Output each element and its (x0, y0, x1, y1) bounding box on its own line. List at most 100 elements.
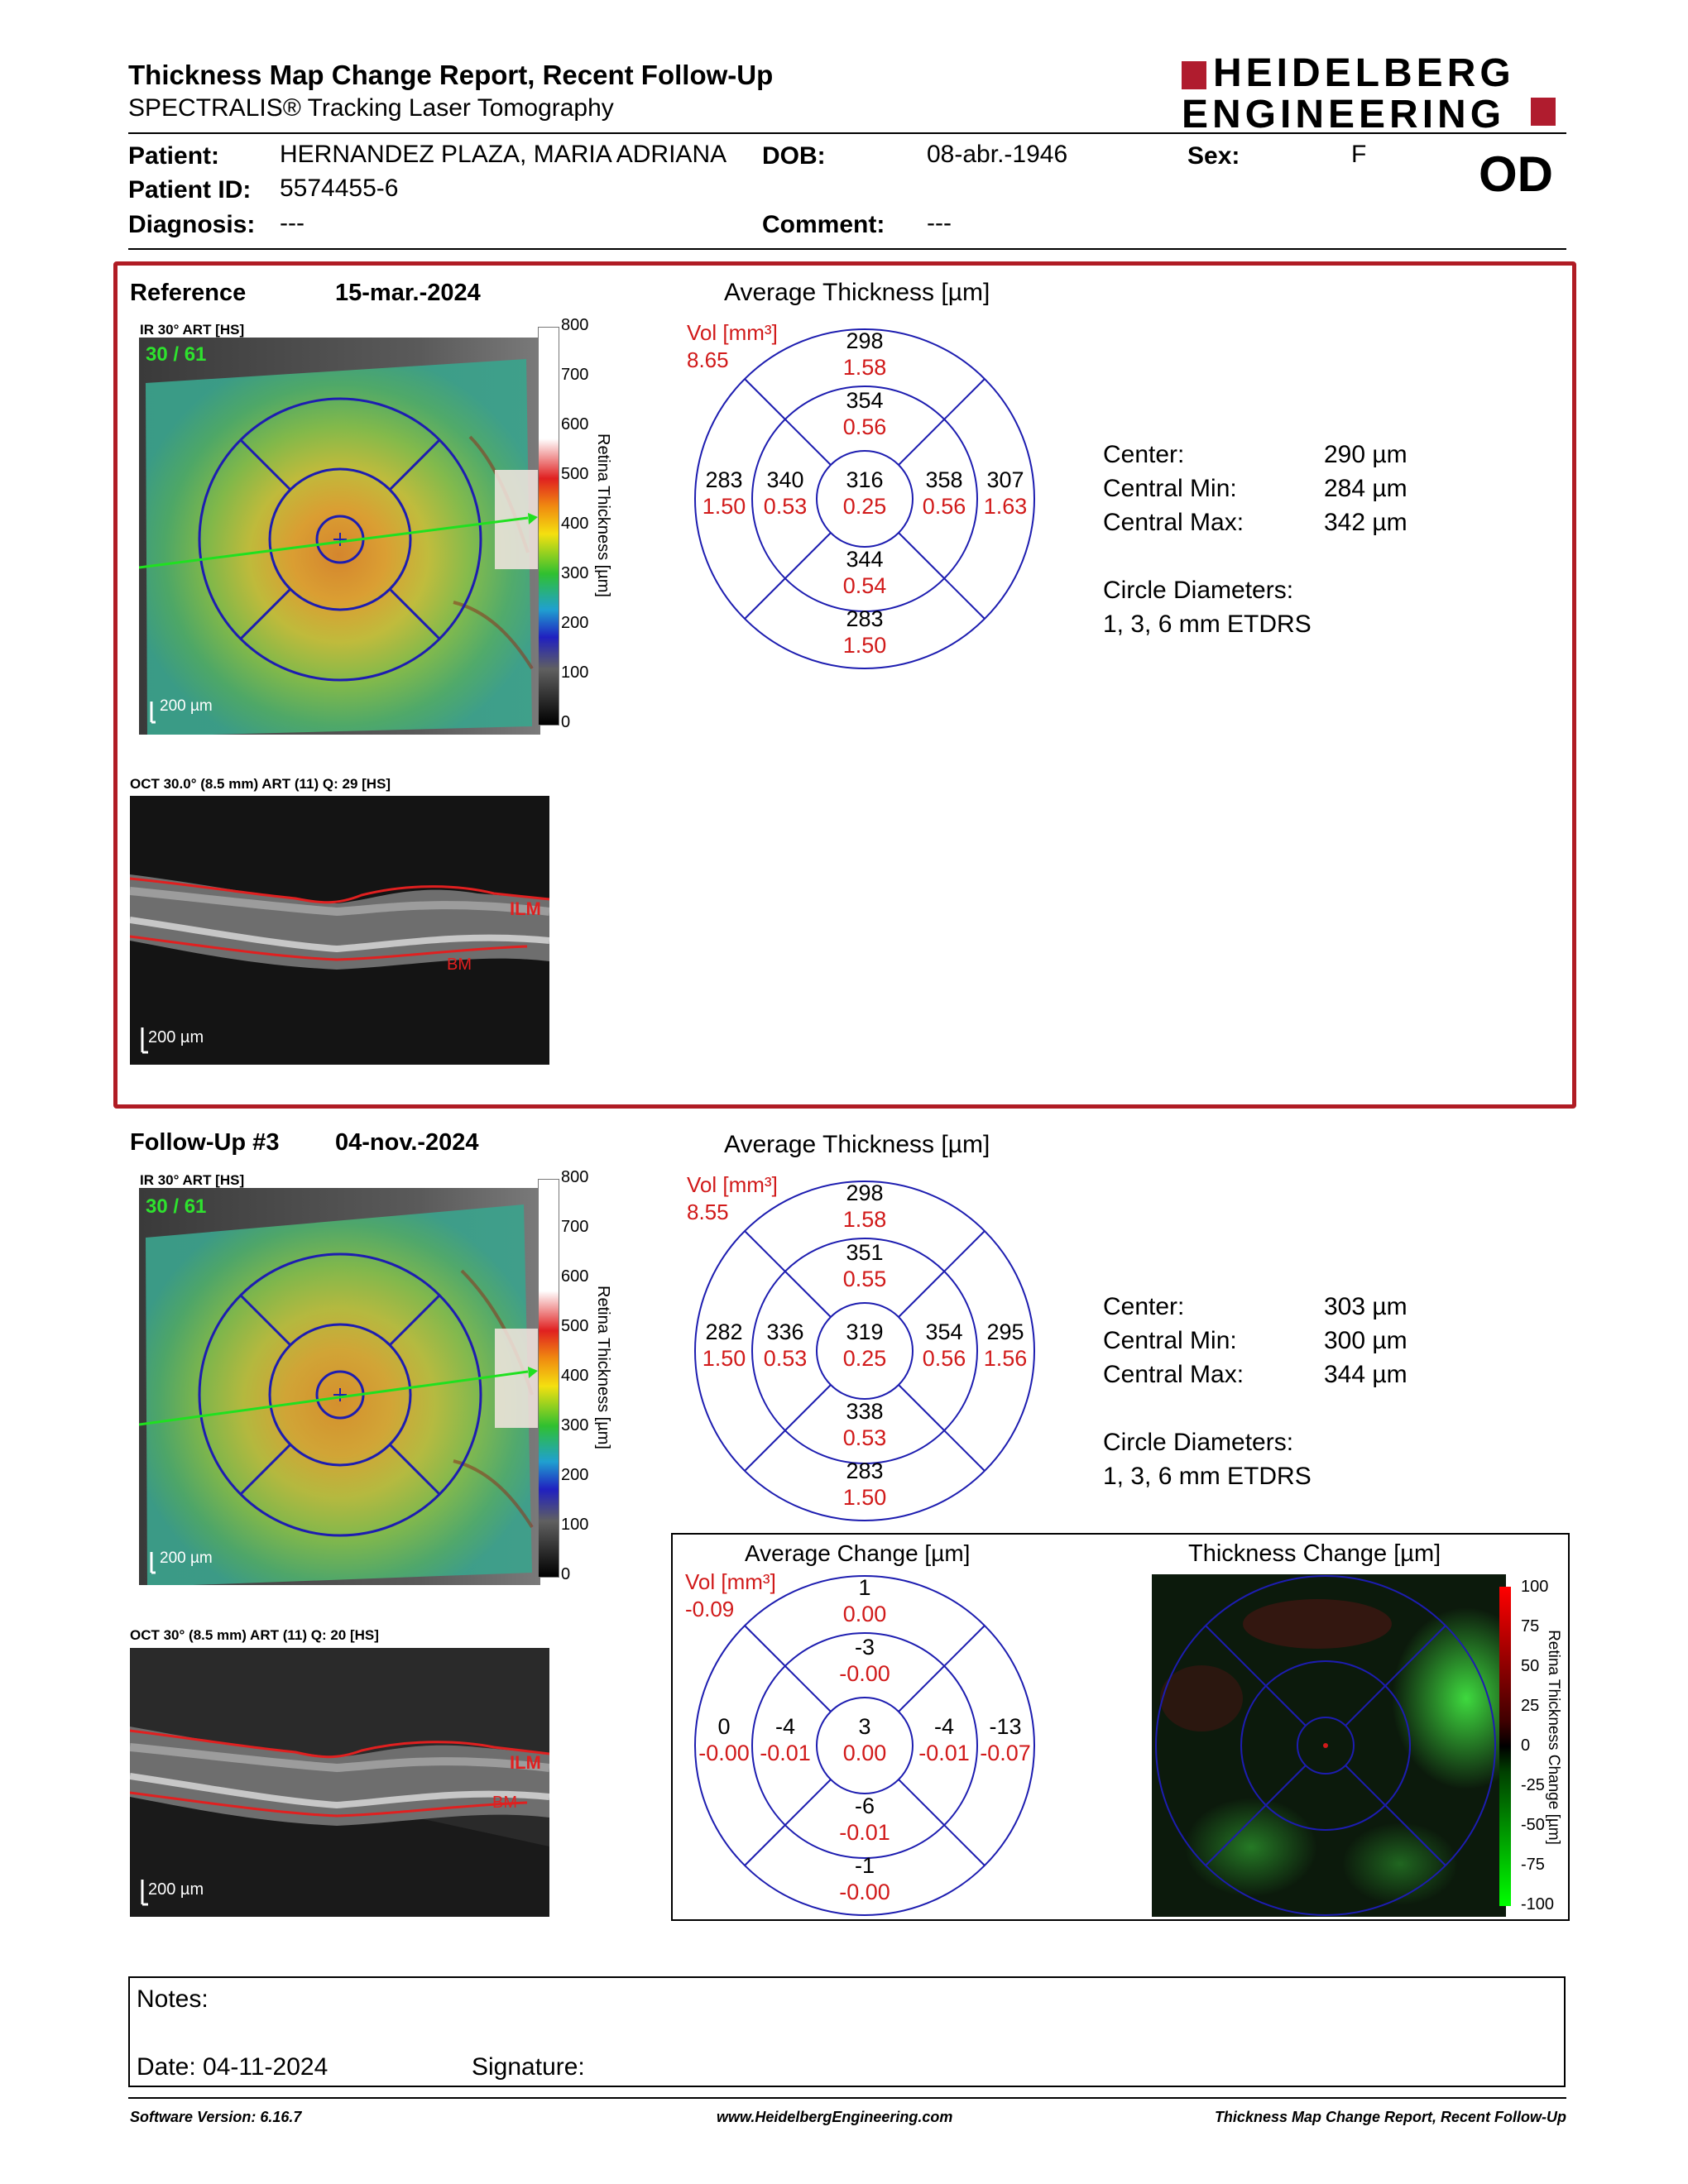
reference-outer-temporal-volume: 1.63 (984, 494, 1028, 519)
patient-id-value: 5574455-6 (280, 175, 399, 202)
diagnosis-label: Diagnosis: (128, 211, 256, 238)
change-inner-temporal-thickness: -4 (934, 1714, 954, 1739)
followup-ir-caption: IR 30° ART [HS] (140, 1172, 245, 1188)
followup-cb-tick: 600 (561, 1267, 589, 1286)
reference-inner-nasal-thickness: 340 (766, 467, 803, 492)
logo-text-bottom: ENGINEERING (1182, 93, 1506, 136)
followup-ir-scale: 200 µm (160, 1549, 213, 1567)
change-inner-sup-volume: -0.00 (839, 1661, 890, 1686)
logo-square-top (1182, 61, 1206, 89)
footer-rule (128, 2097, 1566, 2099)
followup-date: 04-nov.-2024 (335, 1129, 479, 1156)
change-cb-tick: -75 (1521, 1856, 1545, 1874)
followup-vol-label: Vol [mm³] (687, 1172, 778, 1197)
reference-center-label: Center: (1103, 441, 1185, 468)
change-inner-inf-thickness: -6 (855, 1794, 875, 1818)
reference-colorbar (538, 327, 559, 726)
followup-etdrs-grid: 298 1.58 351 0.55 319 0.25 336 0.53 354 … (694, 1181, 1035, 1521)
reference-cb-tick: 600 (561, 415, 589, 433)
change-inner-sup-thickness: -3 (855, 1635, 875, 1660)
followup-ilm-label: ILM (510, 1752, 541, 1773)
reference-min-value: 284 µm (1324, 475, 1407, 502)
change-outer-sup-thickness: 1 (858, 1575, 870, 1600)
followup-outer-sup-thickness: 298 (846, 1181, 883, 1205)
reference-outer-sup-volume: 1.58 (843, 355, 887, 380)
reference-cb-tick: 400 (561, 515, 589, 533)
reference-date: 15-mar.-2024 (335, 280, 481, 306)
change-outer-inf-thickness: -1 (855, 1853, 875, 1878)
footer-website[interactable]: www.HeidelbergEngineering.com (717, 2109, 953, 2125)
reference-max-label: Central Max: (1103, 509, 1244, 536)
reference-outer-inf-thickness: 283 (846, 606, 883, 631)
change-center-volume: 0.00 (843, 1741, 887, 1765)
followup-cb-tick: 700 (561, 1218, 589, 1236)
change-cb-tick: -50 (1521, 1816, 1545, 1834)
reference-circle-value: 1, 3, 6 mm ETDRS (1103, 611, 1312, 638)
followup-label: Follow-Up #3 (130, 1129, 280, 1156)
reference-center-volume: 0.25 (843, 494, 887, 519)
followup-inner-nasal-volume: 0.53 (764, 1346, 808, 1371)
followup-bm-label: BM (492, 1794, 517, 1812)
reference-cb-tick: 200 (561, 614, 589, 632)
reference-outer-nasal-volume: 1.50 (703, 494, 746, 519)
followup-outer-sup-volume: 1.58 (843, 1207, 887, 1232)
patient-rule (128, 248, 1566, 250)
reference-vol-value: 8.65 (687, 347, 729, 372)
followup-outer-temporal-thickness: 295 (986, 1320, 1024, 1344)
reference-oct-caption: OCT 30.0° (8.5 mm) ART (11) Q: 29 [HS] (130, 776, 391, 792)
change-colorbar (1499, 1587, 1511, 1906)
reference-outer-inf-volume: 1.50 (843, 633, 887, 658)
change-outer-inf-volume: -0.00 (839, 1880, 890, 1904)
reference-inner-temporal-volume: 0.56 (923, 494, 966, 519)
reference-center-value: 290 µm (1324, 441, 1407, 468)
reference-cb-tick: 100 (561, 663, 589, 682)
logo-text-top: HEIDELBERG (1213, 51, 1515, 95)
followup-inner-inf-thickness: 338 (846, 1399, 883, 1424)
notes-box[interactable] (128, 1976, 1566, 2087)
change-outer-nasal-thickness: 0 (717, 1714, 730, 1739)
followup-colorbar-ticks: 800 700 600 500 400 300 200 100 0 (561, 1169, 594, 1591)
followup-ir-counter: 30 / 61 (146, 1195, 207, 1218)
reference-ir-caption: IR 30° ART [HS] (140, 322, 245, 338)
sex-label: Sex: (1187, 142, 1240, 170)
thickness-change-map (1152, 1574, 1506, 1917)
change-cb-tick: 0 (1521, 1736, 1531, 1755)
footer-software-version: Software Version: 6.16.7 (130, 2109, 302, 2125)
patient-name: HERNANDEZ PLAZA, MARIA ADRIANA (280, 141, 727, 168)
followup-cb-tick: 100 (561, 1516, 589, 1534)
reference-etdrs-grid: 298 1.58 354 0.56 316 0.25 340 0.53 358 … (694, 328, 1035, 669)
reference-frame (113, 261, 1576, 1109)
heidelberg-logo: HEIDELBERG ENGINEERING (1182, 51, 1562, 136)
notes-date: Date: 04-11-2024 (137, 2053, 328, 2081)
comment-value: --- (927, 209, 952, 237)
followup-oct-caption: OCT 30° (8.5 mm) ART (11) Q: 20 [HS] (130, 1627, 379, 1643)
followup-circle-label: Circle Diameters: (1103, 1429, 1294, 1456)
followup-outer-nasal-thickness: 282 (705, 1320, 742, 1344)
patient-id-label: Patient ID: (128, 176, 252, 204)
followup-outer-inf-thickness: 283 (846, 1458, 883, 1483)
followup-oct-bscan (130, 1648, 549, 1917)
followup-etdrs-title: Average Thickness [µm] (724, 1131, 990, 1158)
followup-cb-tick: 800 (561, 1168, 589, 1186)
reference-inner-temporal-thickness: 358 (925, 467, 962, 492)
reference-inner-sup-volume: 0.56 (843, 414, 887, 439)
followup-inner-temporal-thickness: 354 (925, 1320, 962, 1344)
change-cb-tick: 75 (1521, 1617, 1540, 1636)
reference-ir-counter: 30 / 61 (146, 343, 207, 366)
notes-signature-label: Signature: (472, 2053, 585, 2081)
change-cb-tick: -25 (1521, 1776, 1545, 1794)
followup-outer-nasal-volume: 1.50 (703, 1346, 746, 1371)
notes-label: Notes: (137, 1985, 209, 2013)
reference-outer-nasal-thickness: 283 (705, 467, 742, 492)
reference-inner-inf-thickness: 344 (846, 547, 883, 572)
reference-cb-tick: 700 (561, 366, 589, 384)
reference-oct-scale: 200 µm (148, 1028, 204, 1046)
followup-circle-value: 1, 3, 6 mm ETDRS (1103, 1463, 1312, 1490)
reference-inner-inf-volume: 0.54 (843, 573, 887, 598)
followup-inner-temporal-volume: 0.56 (923, 1346, 966, 1371)
reference-colorbar-label: Retina Thickness [µm] (594, 433, 612, 597)
followup-center-value: 303 µm (1324, 1293, 1407, 1320)
change-colorbar-label: Retina Thickness Change [µm] (1545, 1630, 1562, 1845)
followup-colorbar (538, 1179, 559, 1578)
followup-inner-inf-volume: 0.53 (843, 1425, 887, 1450)
